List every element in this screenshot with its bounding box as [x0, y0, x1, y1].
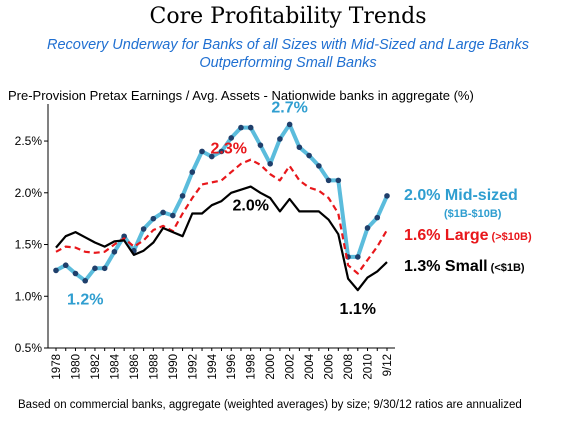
- data-point: [238, 124, 244, 131]
- x-tick-label: 1988: [148, 354, 160, 380]
- x-tick-label: 1998: [246, 354, 258, 380]
- data-point: [140, 226, 147, 232]
- series-line-small: [55, 185, 388, 292]
- data-annotation: 2.0%: [232, 198, 268, 215]
- data-annotation: 2.3%: [210, 141, 246, 158]
- chart-y-label: Pre-Provision Pretax Earnings / Avg. Ass…: [8, 88, 474, 103]
- x-tick-label: 2000: [265, 354, 277, 380]
- y-tick-label: 2.5%: [15, 134, 43, 148]
- data-point: [374, 214, 381, 221]
- x-tick-label: 1978: [51, 354, 63, 380]
- footnote: Based on commercial banks, aggregate (we…: [18, 399, 522, 411]
- series-line-large: [55, 158, 388, 275]
- data-point: [62, 262, 69, 269]
- x-tick-label: 2002: [285, 354, 297, 380]
- data-point: [277, 136, 283, 142]
- data-point: [218, 148, 225, 155]
- data-point: [101, 265, 108, 272]
- data-point: [160, 209, 166, 216]
- data-point: [170, 212, 176, 219]
- y-tick-label: 0.5%: [15, 341, 43, 355]
- x-tick-label: 2004: [304, 353, 316, 379]
- data-point: [335, 177, 342, 184]
- x-tick-label: 1992: [187, 354, 199, 380]
- data-point: [306, 152, 312, 159]
- data-point: [296, 144, 303, 151]
- x-tick-label: 1980: [70, 354, 82, 380]
- data-point: [316, 163, 322, 169]
- data-point: [111, 248, 118, 255]
- data-annotation: 2.7%: [271, 99, 307, 116]
- data-point: [257, 142, 264, 148]
- data-point: [53, 267, 59, 274]
- data-point: [286, 121, 293, 128]
- x-tick-label: 9/12: [382, 354, 394, 376]
- data-point: [384, 193, 390, 199]
- data-point: [267, 161, 273, 167]
- data-point: [150, 215, 157, 222]
- series-sublabel: ($1B-$10B): [444, 208, 502, 220]
- x-tick-label: 1984: [109, 353, 121, 379]
- data-point: [364, 225, 371, 231]
- data-point: [189, 169, 196, 175]
- data-point: [247, 124, 254, 131]
- x-tick-label: 1990: [168, 354, 180, 380]
- series-end-label: 1.6% Large (>$10B): [404, 227, 532, 244]
- data-point: [354, 254, 361, 260]
- data-point: [325, 177, 332, 184]
- data-point: [199, 148, 205, 155]
- data-point: [228, 135, 235, 141]
- data-annotation: 1.1%: [340, 301, 376, 318]
- y-tick-label: 2.0%: [15, 186, 43, 200]
- x-tick-label: 1996: [226, 354, 238, 380]
- data-point: [82, 277, 89, 284]
- x-tick-label: 1986: [129, 354, 141, 380]
- data-point: [92, 265, 98, 272]
- x-tick-label: 1994: [207, 353, 219, 379]
- x-tick-label: 2006: [324, 354, 336, 380]
- x-tick-label: 2008: [343, 354, 355, 380]
- x-tick-label: 1982: [90, 354, 102, 380]
- y-tick-label: 1.0%: [15, 289, 43, 303]
- data-point: [72, 270, 79, 277]
- data-point: [179, 193, 186, 199]
- y-tick-label: 1.5%: [15, 238, 43, 252]
- data-point: [121, 233, 127, 240]
- chart-title: Core Profitability Trends: [149, 4, 427, 29]
- chart-subtitle: Recovery Underway for Banks of all Sizes…: [47, 37, 529, 71]
- data-annotation: 1.2%: [67, 292, 103, 309]
- x-tick-label: 2010: [363, 354, 375, 380]
- series-end-label: 2.0% Mid-sized: [404, 187, 518, 204]
- series-end-label: 1.3% Small (<$1B): [404, 258, 525, 275]
- data-point: [208, 153, 215, 160]
